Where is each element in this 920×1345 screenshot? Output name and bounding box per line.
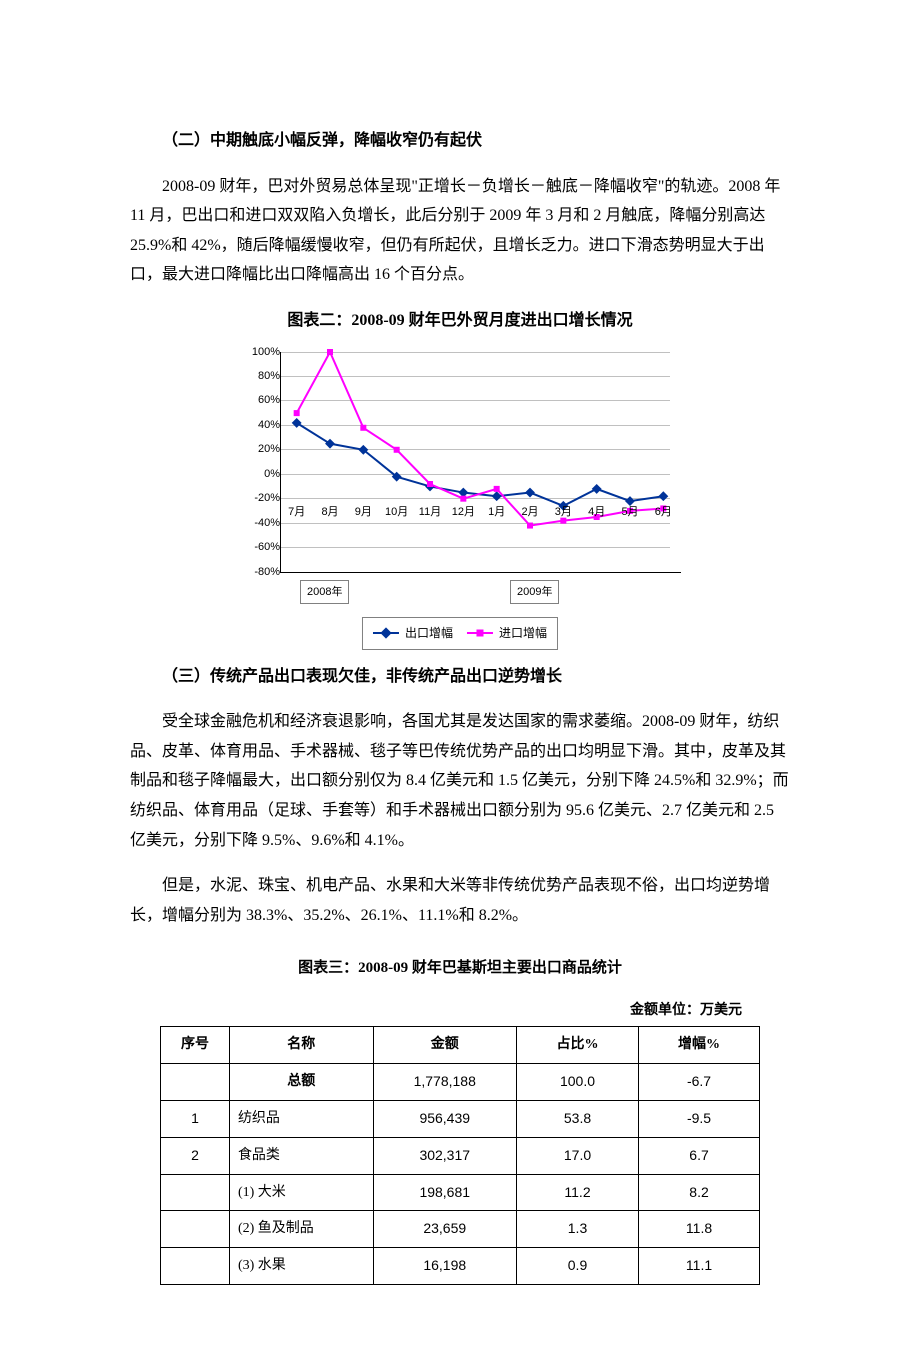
th-share: 占比%	[516, 1026, 638, 1063]
legend-export: 出口增幅	[373, 622, 453, 644]
cell-name: 纺织品	[229, 1100, 373, 1137]
th-growth: 增幅%	[639, 1026, 760, 1063]
xtick-label: 1月	[488, 502, 505, 522]
chart2-title: 图表二：2008-09 财年巴外贸月度进出口增长情况	[130, 306, 790, 336]
series-marker	[360, 424, 366, 430]
cell-name: (2) 鱼及制品	[229, 1211, 373, 1248]
table-row: (2) 鱼及制品23,6591.311.8	[161, 1211, 760, 1248]
cell-amount: 16,198	[373, 1248, 516, 1285]
section2-paragraph: 2008-09 财年，巴对外贸易总体呈现"正增长－负增长－触底－降幅收窄"的轨迹…	[130, 172, 790, 290]
ytick-label: -20%	[254, 488, 280, 508]
series-marker	[394, 446, 400, 452]
legend-export-label: 出口增幅	[405, 622, 453, 644]
cell-no: 2	[161, 1137, 230, 1174]
cell-name: (1) 大米	[229, 1174, 373, 1211]
chart2-svg	[280, 352, 680, 572]
xtick-label: 12月	[452, 502, 475, 522]
table-total-row: 总额 1,778,188 100.0 -6.7	[161, 1063, 760, 1100]
th-amount: 金额	[373, 1026, 516, 1063]
cell-no: 1	[161, 1100, 230, 1137]
table-row: 1纺织品956,43953.8-9.5	[161, 1100, 760, 1137]
cell-growth: -9.5	[639, 1100, 760, 1137]
cell-amount: 198,681	[373, 1174, 516, 1211]
cell-amount: 302,317	[373, 1137, 516, 1174]
series-marker	[325, 438, 335, 448]
cell-share: 1.3	[516, 1211, 638, 1248]
table3-title: 图表三：2008-09 财年巴基斯坦主要出口商品统计	[130, 955, 790, 983]
xtick-label: 4月	[588, 502, 605, 522]
xtick-label: 11月	[419, 502, 441, 522]
cell-amount: 956,439	[373, 1100, 516, 1137]
legend-import: 进口增幅	[467, 622, 547, 644]
xtick-label: 8月	[321, 502, 338, 522]
cell-growth: 6.7	[639, 1137, 760, 1174]
ytick-label: -60%	[254, 537, 280, 557]
series-marker	[525, 487, 535, 497]
ytick-label: -40%	[254, 513, 280, 533]
xtick-label: 3月	[555, 502, 572, 522]
section3-heading: （三）传统产品出口表现欠佳，非传统产品出口逆势增长	[130, 662, 790, 692]
total-name: 总额	[229, 1063, 373, 1100]
total-growth: -6.7	[639, 1063, 760, 1100]
th-no: 序号	[161, 1026, 230, 1063]
section2-heading: （二）中期触底小幅反弹，降幅收窄仍有起伏	[130, 126, 790, 156]
section3-paragraph2: 但是，水泥、珠宝、机电产品、水果和大米等非传统优势产品表现不俗，出口均逆势增长，…	[130, 871, 790, 930]
ytick-label: 100%	[252, 341, 280, 361]
xtick-label: 2月	[521, 502, 538, 522]
series-marker	[494, 485, 500, 491]
series-marker	[427, 481, 433, 487]
table-row: 2食品类302,31717.06.7	[161, 1137, 760, 1174]
chart2-year-2008: 2008年	[300, 580, 349, 604]
xtick-label: 9月	[355, 502, 372, 522]
chart2-year-2009: 2009年	[510, 580, 559, 604]
cell-share: 11.2	[516, 1174, 638, 1211]
th-name: 名称	[229, 1026, 373, 1063]
cell-share: 17.0	[516, 1137, 638, 1174]
cell-growth: 8.2	[639, 1174, 760, 1211]
cell-no	[161, 1248, 230, 1285]
series-marker	[292, 418, 302, 428]
series-marker	[658, 491, 668, 501]
cell-share: 0.9	[516, 1248, 638, 1285]
table-header-row: 序号 名称 金额 占比% 增幅%	[161, 1026, 760, 1063]
xtick-label: 7月	[288, 502, 305, 522]
table3: 序号 名称 金额 占比% 增幅% 总额 1,778,188 100.0 -6.7…	[160, 1026, 760, 1285]
ytick-label: 60%	[258, 390, 280, 410]
series-marker	[460, 495, 466, 501]
cell-growth: 11.1	[639, 1248, 760, 1285]
table-row: (1) 大米198,68111.28.2	[161, 1174, 760, 1211]
ytick-label: 20%	[258, 439, 280, 459]
total-amount: 1,778,188	[373, 1063, 516, 1100]
legend-import-label: 进口增幅	[499, 622, 547, 644]
xtick-label: 10月	[385, 502, 408, 522]
series-marker	[327, 349, 333, 355]
ytick-label: 80%	[258, 366, 280, 386]
cell-name: 食品类	[229, 1137, 373, 1174]
cell-name: (3) 水果	[229, 1248, 373, 1285]
ytick-label: 40%	[258, 415, 280, 435]
cell-no	[161, 1174, 230, 1211]
series-marker	[527, 522, 533, 528]
cell-no	[161, 1211, 230, 1248]
series-marker	[294, 410, 300, 416]
series-line	[297, 352, 664, 526]
chart2-container: 100% 80% 60% 40% 20% 0% -20% -40% -60% -80% 7月 8月 9…	[230, 342, 690, 642]
ytick-label: 0%	[264, 464, 280, 484]
xtick-label: 6月	[655, 502, 672, 522]
cell-share: 53.8	[516, 1100, 638, 1137]
total-share: 100.0	[516, 1063, 638, 1100]
cell-amount: 23,659	[373, 1211, 516, 1248]
section3-paragraph1: 受全球金融危机和经济衰退影响，各国尤其是发达国家的需求萎缩。2008-09 财年…	[130, 707, 790, 855]
table3-unit: 金额单位：万美元	[130, 998, 742, 1024]
cell-growth: 11.8	[639, 1211, 760, 1248]
chart2-legend: 出口增幅 进口增幅	[362, 617, 558, 649]
series-marker	[592, 484, 602, 494]
table-row: (3) 水果16,1980.911.1	[161, 1248, 760, 1285]
xtick-label: 5月	[621, 502, 638, 522]
ytick-label: -80%	[254, 561, 280, 581]
